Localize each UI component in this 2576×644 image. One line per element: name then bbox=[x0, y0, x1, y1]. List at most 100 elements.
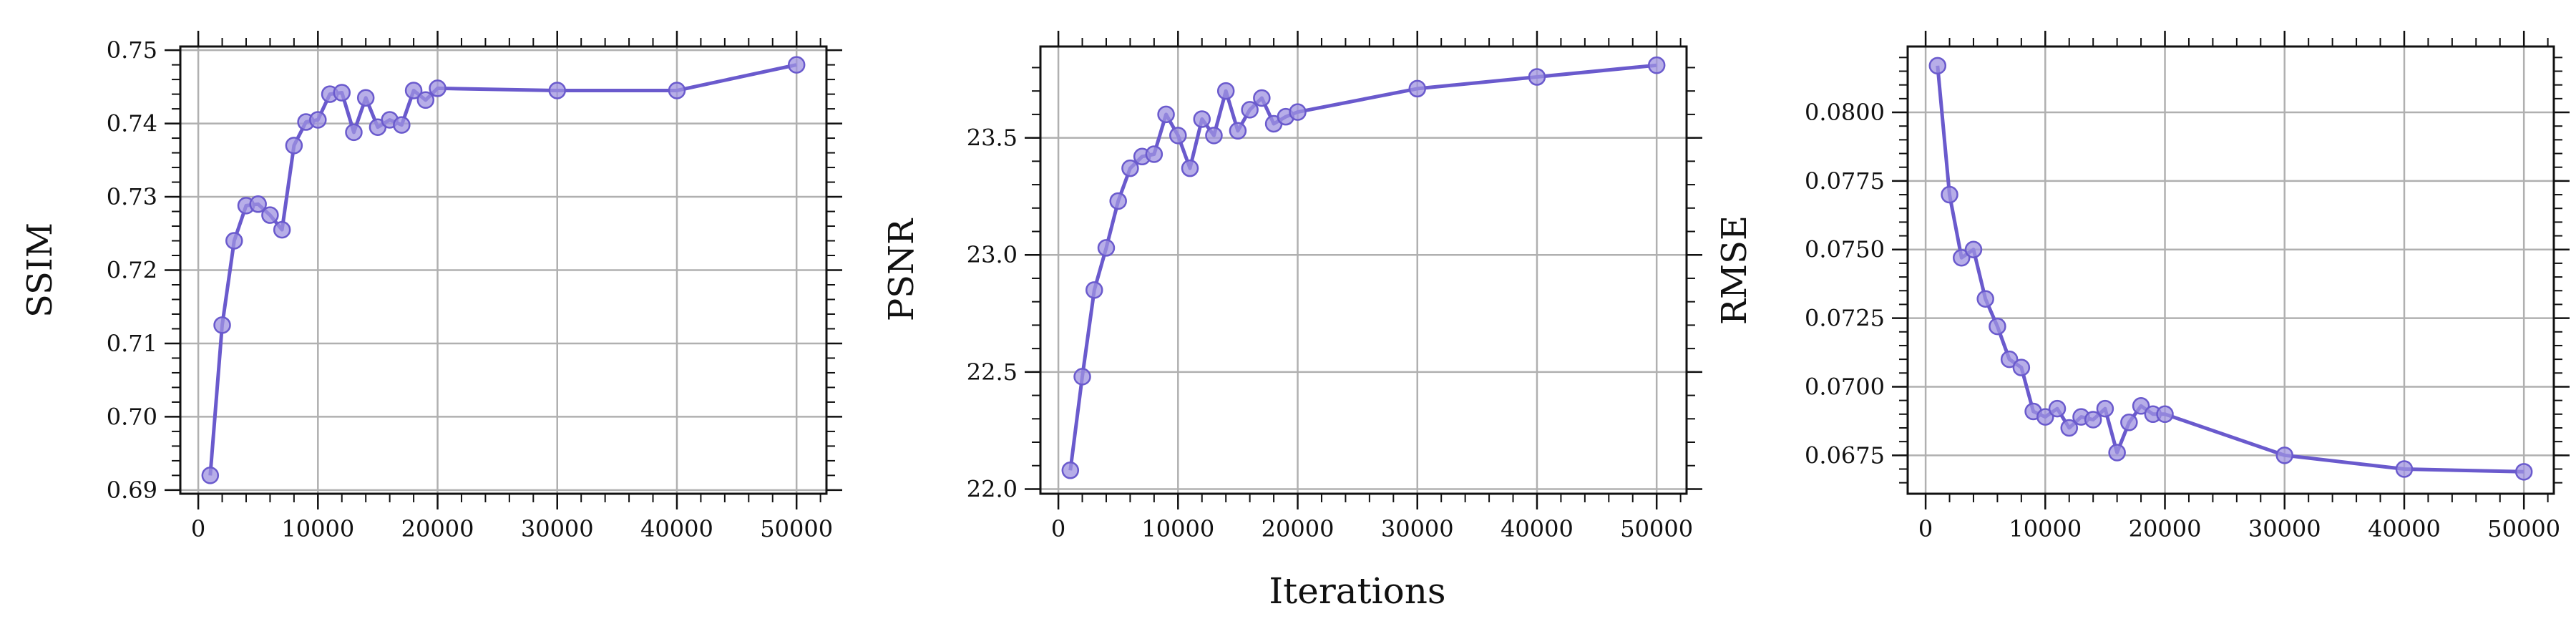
data-point bbox=[2000, 350, 2019, 369]
data-point bbox=[548, 82, 566, 99]
y-axis-label: PSNR bbox=[882, 218, 922, 321]
data-point bbox=[2108, 444, 2126, 462]
data-point bbox=[345, 123, 363, 142]
y-tick-label: 0.0800 bbox=[1805, 99, 1885, 126]
plot-frame bbox=[1906, 45, 2555, 495]
y-tick-label: 0.0750 bbox=[1805, 236, 1885, 263]
data-point bbox=[1205, 127, 1223, 145]
x-tick-label: 50000 bbox=[1620, 515, 1693, 542]
x-tick-label: 10000 bbox=[2009, 515, 2082, 542]
y-tick-label: 0.72 bbox=[107, 257, 157, 284]
x-tick-label: 40000 bbox=[1501, 515, 1574, 542]
x-tick-label: 10000 bbox=[1141, 515, 1214, 542]
data-point bbox=[2012, 358, 2031, 376]
data-point bbox=[261, 206, 279, 224]
series-line bbox=[1068, 63, 1657, 471]
y-tick-label: 0.71 bbox=[107, 330, 157, 357]
y-tick-label: 22.5 bbox=[967, 358, 1018, 386]
data-point bbox=[2275, 447, 2293, 464]
psnr-panel: 0 10000 20000 30000 40000 50000 22.0 22.5 23.0 23… bbox=[882, 31, 1702, 542]
data-point bbox=[309, 111, 327, 129]
x-tick-label: 20000 bbox=[1262, 515, 1335, 542]
data-point bbox=[1181, 159, 1199, 177]
data-point bbox=[1061, 462, 1080, 479]
y-tick-label: 0.0700 bbox=[1805, 373, 1885, 400]
y-tick-label: 0.75 bbox=[107, 36, 157, 64]
data-point bbox=[1289, 103, 1307, 121]
data-point bbox=[2036, 408, 2054, 426]
data-point bbox=[333, 84, 351, 102]
data-point bbox=[1085, 281, 1103, 299]
y-tick-label: 0.0725 bbox=[1805, 305, 1885, 332]
y-axis-label: RMSE bbox=[1714, 215, 1755, 325]
data-point bbox=[1647, 56, 1666, 74]
y-tick-label: 0.0675 bbox=[1805, 441, 1885, 469]
data-point bbox=[1964, 240, 1983, 258]
plot-frame bbox=[1039, 45, 1688, 495]
data-point bbox=[1989, 317, 2006, 336]
x-tick-label: 30000 bbox=[521, 515, 594, 542]
y-tick-label: 0.74 bbox=[107, 110, 157, 137]
data-point bbox=[393, 116, 411, 134]
data-point bbox=[2084, 411, 2102, 429]
data-point bbox=[1157, 105, 1175, 124]
x-tick-label: 0 bbox=[1918, 515, 1933, 542]
x-tick-label: 20000 bbox=[401, 515, 474, 542]
data-point bbox=[285, 137, 303, 155]
x-tick-label: 10000 bbox=[281, 515, 354, 542]
x-tick-label: 40000 bbox=[640, 515, 713, 542]
data-point bbox=[1528, 68, 1546, 86]
y-tick-label: 0.69 bbox=[107, 477, 157, 504]
data-point bbox=[2514, 463, 2533, 481]
y-axis-label: SSIM bbox=[20, 223, 60, 318]
y-tick-label: 0.73 bbox=[107, 183, 157, 210]
data-point bbox=[404, 82, 423, 99]
data-point bbox=[249, 195, 267, 213]
data-point bbox=[668, 82, 686, 99]
y-tick-label: 22.0 bbox=[967, 475, 1018, 502]
data-point bbox=[1976, 290, 1994, 308]
data-point bbox=[1241, 101, 1259, 119]
data-point bbox=[429, 79, 447, 97]
data-point bbox=[1109, 192, 1127, 210]
data-point bbox=[213, 316, 231, 334]
data-point bbox=[1193, 110, 1211, 128]
rmse-panel: 0 10000 20000 30000 40000 50000 0.0675 0.0700 0.… bbox=[1714, 31, 2570, 542]
data-point bbox=[1229, 122, 1247, 140]
x-tick-label: 30000 bbox=[1381, 515, 1454, 542]
plot-frame bbox=[179, 45, 828, 495]
data-point bbox=[2132, 397, 2150, 415]
data-point bbox=[2156, 405, 2174, 424]
data-point bbox=[2060, 419, 2078, 437]
data-point bbox=[1145, 145, 1163, 163]
x-tick-label: 30000 bbox=[2248, 515, 2321, 542]
data-point bbox=[787, 56, 806, 74]
ssim-panel: 0 10000 20000 30000 40000 50000 0.69 0.70 0.71 0.… bbox=[20, 31, 842, 542]
data-point bbox=[2120, 414, 2138, 431]
x-tick-label: 20000 bbox=[2129, 515, 2202, 542]
x-tick-label: 0 bbox=[191, 515, 205, 542]
data-point bbox=[2395, 460, 2414, 478]
data-point bbox=[273, 220, 291, 239]
data-point bbox=[1121, 159, 1139, 177]
data-point bbox=[1169, 127, 1187, 145]
data-point bbox=[1941, 185, 1958, 204]
y-tick-label: 23.5 bbox=[967, 125, 1018, 152]
data-point bbox=[1253, 89, 1271, 107]
data-point bbox=[1097, 239, 1116, 257]
data-point bbox=[201, 467, 220, 484]
data-point bbox=[356, 89, 375, 107]
data-point bbox=[416, 91, 435, 109]
x-tick-label: 50000 bbox=[2487, 515, 2560, 542]
x-tick-label: 40000 bbox=[2368, 515, 2441, 542]
figure-x-axis-label: Iterations bbox=[1269, 570, 1445, 612]
x-tick-label: 50000 bbox=[760, 515, 833, 542]
x-tick-label: 0 bbox=[1051, 515, 1065, 542]
data-point bbox=[1408, 79, 1426, 98]
data-point bbox=[225, 232, 243, 250]
y-tick-label: 0.70 bbox=[107, 403, 157, 430]
data-point bbox=[2048, 399, 2067, 418]
data-point bbox=[1073, 368, 1091, 386]
y-tick-label: 0.0775 bbox=[1805, 167, 1885, 195]
